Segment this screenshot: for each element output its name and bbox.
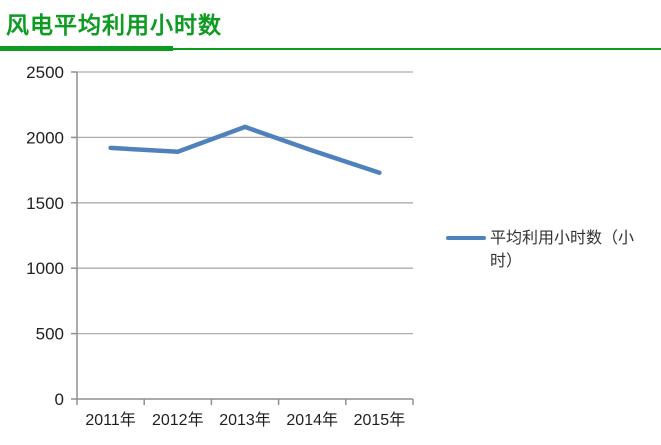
y-tick-label: 2000 bbox=[26, 128, 64, 147]
y-tick-label: 0 bbox=[55, 390, 64, 409]
y-tick-label: 1500 bbox=[26, 194, 64, 213]
chart-legend: 平均利用小时数（小时） bbox=[446, 227, 642, 273]
data-line-series bbox=[108, 124, 382, 175]
x-tick-label: 2012年 bbox=[152, 411, 204, 429]
x-tick-label: 2013年 bbox=[219, 411, 271, 429]
y-tick-label: 500 bbox=[36, 325, 64, 344]
legend-line-marker bbox=[446, 236, 486, 240]
y-tick-label: 2500 bbox=[26, 63, 64, 82]
title-underline-thin bbox=[173, 48, 661, 50]
x-tick-label: 2014年 bbox=[286, 411, 338, 429]
x-tick-label: 2011年 bbox=[85, 411, 135, 429]
legend-label: 平均利用小时数（小时） bbox=[490, 230, 635, 270]
x-tick-label: 2015年 bbox=[354, 411, 406, 429]
y-tick-label: 1000 bbox=[26, 259, 64, 278]
title-underline-thick bbox=[0, 46, 173, 51]
page-title: 风电平均利用小时数 bbox=[6, 12, 222, 38]
